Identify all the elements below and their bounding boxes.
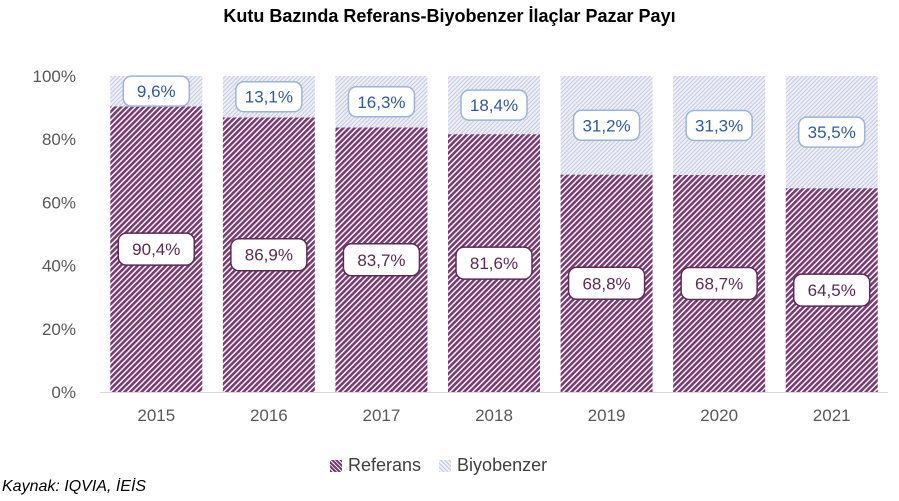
data-label-referans: 86,9% <box>245 246 293 265</box>
data-label-referans: 81,6% <box>470 254 518 273</box>
x-tick-label: 2020 <box>700 406 738 425</box>
y-tick-label: 60% <box>42 193 76 212</box>
x-tick-label: 2017 <box>363 406 401 425</box>
x-tick-label: 2016 <box>250 406 288 425</box>
data-label-box-biyobenzer <box>572 109 641 142</box>
x-tick-label: 2019 <box>588 406 626 425</box>
data-label-box-biyobenzer <box>122 75 191 107</box>
y-tick-label: 0% <box>51 383 76 402</box>
legend: Referans Biyobenzer <box>330 455 565 476</box>
data-label-referans: 83,7% <box>357 251 405 270</box>
legend-item-referans: Referans <box>330 455 421 476</box>
y-tick-label: 80% <box>42 130 76 149</box>
data-label-referans: 68,7% <box>695 274 743 293</box>
data-label-box-biyobenzer <box>235 80 303 113</box>
data-label-box-referans <box>455 246 533 280</box>
data-label-box-referans <box>567 266 646 301</box>
y-tick-label: 100% <box>33 67 76 86</box>
chart-title: Kutu Bazında Referans-Biyobenzer İlaçlar… <box>223 6 676 26</box>
legend-item-biyobenzer: Biyobenzer <box>439 455 547 476</box>
legend-label-referans: Referans <box>348 455 422 475</box>
data-label-biyobenzer: 18,4% <box>470 96 518 115</box>
data-label-referans: 90,4% <box>132 240 180 259</box>
data-label-box-biyobenzer <box>685 109 753 142</box>
data-label-box-referans <box>230 237 308 272</box>
legend-swatch-biyobenzer <box>439 459 452 472</box>
data-label-biyobenzer: 16,3% <box>357 93 405 112</box>
data-label-referans: 64,5% <box>808 281 856 300</box>
x-tick-label: 2021 <box>813 406 851 425</box>
data-label-biyobenzer: 9,6% <box>137 82 176 101</box>
data-label-biyobenzer: 31,3% <box>695 116 743 135</box>
x-tick-label: 2018 <box>475 406 513 425</box>
legend-swatch-referans <box>330 459 342 472</box>
data-label-box-referans <box>680 266 758 301</box>
data-label-biyobenzer: 35,5% <box>808 123 856 142</box>
plot-group: 0% 20% 40% 60% 80% 100% 2015 90,4% 9,6% 2016 86,9%… <box>33 67 888 425</box>
legend-label-biyobenzer: Biyobenzer <box>457 455 548 475</box>
data-label-box-biyobenzer <box>460 89 528 121</box>
data-label-box-referans <box>117 232 196 266</box>
y-tick-label: 20% <box>42 320 76 339</box>
data-label-biyobenzer: 31,2% <box>582 116 630 135</box>
data-label-referans: 68,8% <box>582 274 630 293</box>
data-label-biyobenzer: 13,1% <box>245 88 293 107</box>
source-note: Kaynak: IQVIA, İEİS <box>2 478 147 495</box>
data-label-box-biyobenzer <box>797 116 866 148</box>
y-tick-label: 40% <box>42 257 76 276</box>
data-label-box-referans <box>792 273 871 307</box>
data-label-box-biyobenzer <box>347 86 416 118</box>
x-tick-label: 2015 <box>137 406 175 425</box>
data-label-box-referans <box>342 243 421 277</box>
